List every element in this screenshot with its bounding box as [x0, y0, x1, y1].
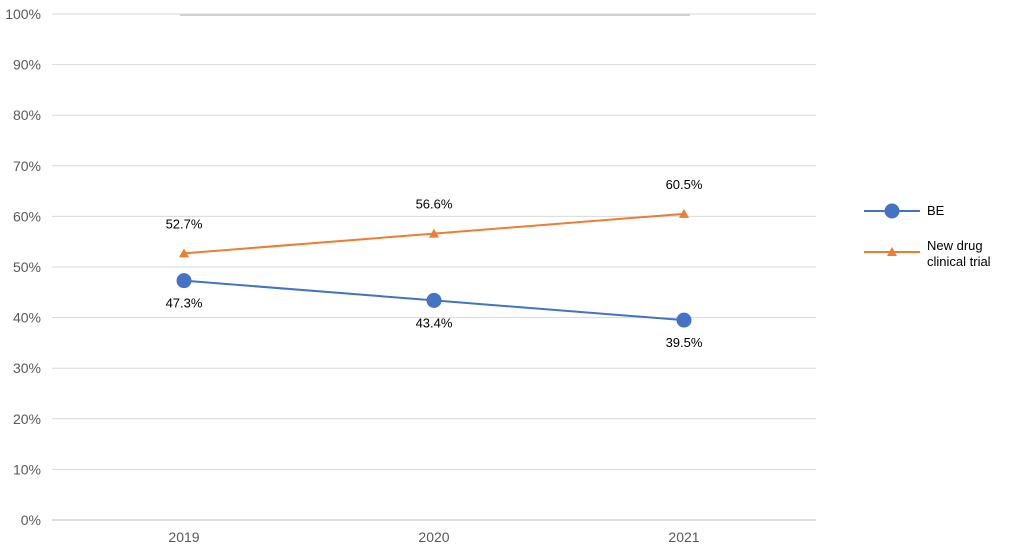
legend-marker-be	[884, 203, 900, 219]
x-axis-tick-labels: 2019 2020 2021	[168, 529, 699, 545]
y-tick-label: 70%	[13, 158, 41, 174]
y-tick-label: 20%	[13, 411, 41, 427]
y-tick-label: 10%	[13, 461, 41, 477]
gridlines	[52, 13, 816, 521]
y-tick-label: 50%	[13, 259, 41, 275]
y-tick-label: 100%	[5, 6, 41, 22]
y-tick-label: 0%	[21, 512, 41, 528]
x-tick-label: 2020	[418, 529, 449, 545]
data-label: 56.6%	[416, 197, 453, 212]
y-tick-label: 30%	[13, 360, 41, 376]
y-axis-tick-labels: 0% 10% 20% 30% 40% 50% 60% 70% 80% 90% 100%	[5, 6, 41, 528]
y-tick-label: 60%	[13, 208, 41, 224]
data-labels-layer: 47.3% 43.4% 39.5% 52.7% 56.6% 60.5%	[166, 177, 703, 350]
data-point	[426, 292, 442, 308]
legend-marker-new-drug-clinical-trial	[887, 247, 897, 256]
data-point	[176, 273, 192, 289]
legend-label-new-drug-clinical-trial: New drug	[927, 238, 983, 253]
x-tick-label: 2019	[168, 529, 199, 545]
y-tick-label: 90%	[13, 57, 41, 73]
legend-label-new-drug-clinical-trial: clinical trial	[927, 254, 991, 269]
data-point	[679, 208, 689, 218]
y-tick-label: 80%	[13, 107, 41, 123]
data-label: 39.5%	[666, 335, 703, 350]
y-tick-label: 40%	[13, 310, 41, 326]
data-point	[676, 312, 692, 328]
data-label: 52.7%	[166, 216, 203, 231]
x-tick-label: 2021	[668, 529, 699, 545]
data-label: 43.4%	[416, 315, 453, 330]
data-point	[429, 228, 439, 238]
legend-label-be: BE	[927, 203, 945, 218]
series-layer	[176, 208, 692, 328]
data-point	[179, 248, 189, 258]
data-label: 47.3%	[166, 296, 203, 311]
data-label: 60.5%	[666, 177, 703, 192]
